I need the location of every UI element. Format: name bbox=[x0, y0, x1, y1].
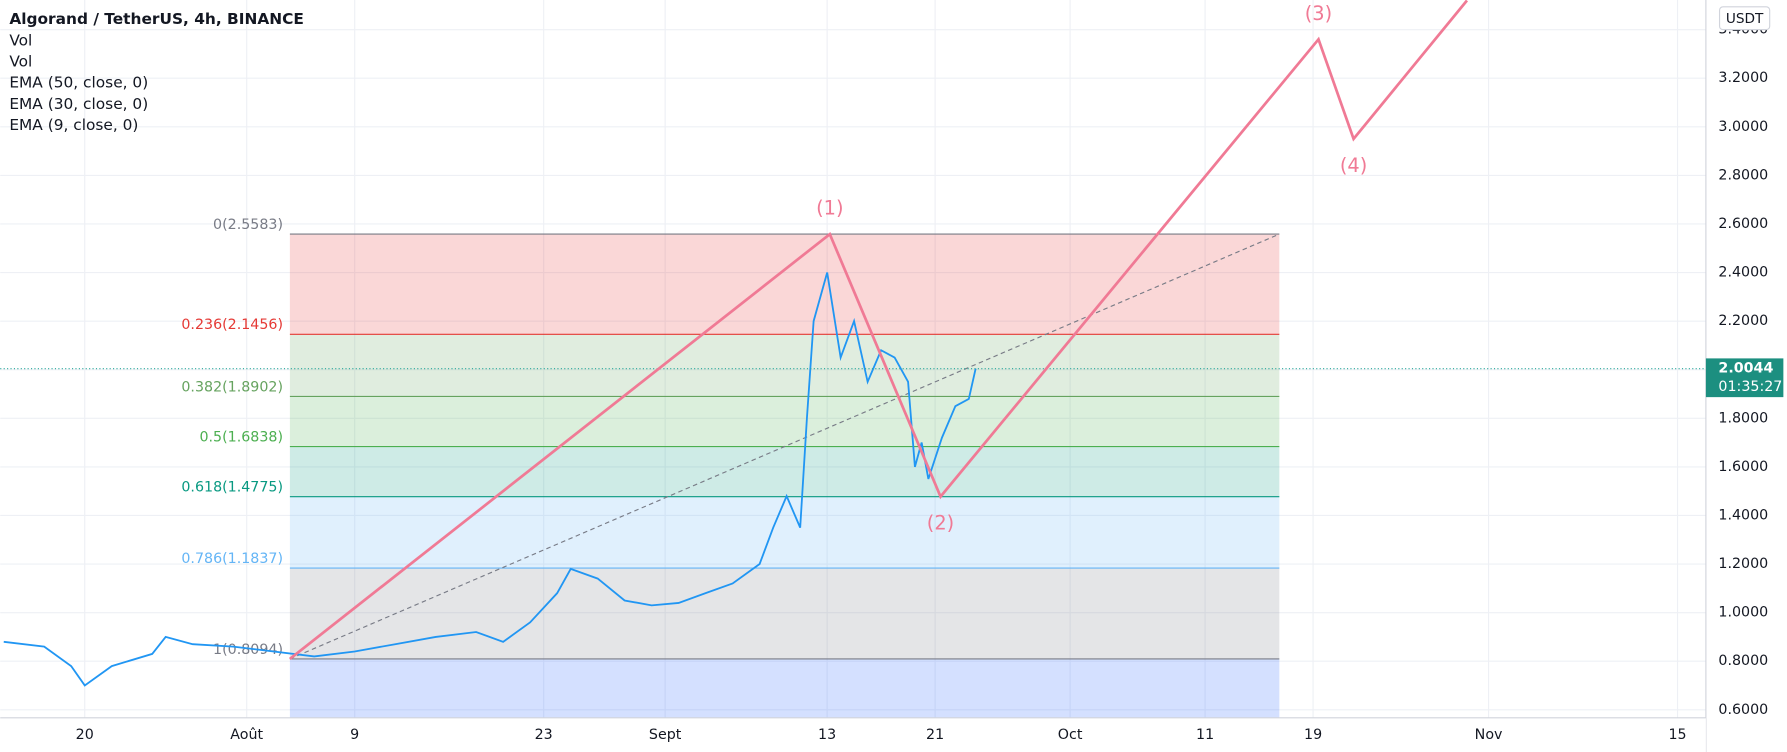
fib-zone bbox=[289, 234, 1280, 335]
legend: Algorand / TetherUS, 4h, BINANCE Vol Vol E… bbox=[9, 10, 304, 134]
fib-label: 0.5(1.6838) bbox=[199, 429, 283, 445]
legend-entry: Vol bbox=[9, 53, 32, 71]
y-tick-label: 1.4000 bbox=[1718, 507, 1768, 523]
legend-entry: EMA (30, close, 0) bbox=[9, 95, 148, 113]
fib-zone bbox=[289, 568, 1280, 659]
wave-label: (1) bbox=[816, 197, 843, 220]
fib-zone bbox=[289, 396, 1280, 447]
x-tick-label: Août bbox=[230, 727, 263, 743]
y-tick-label: 0.6000 bbox=[1718, 702, 1768, 718]
y-tick-label: 1.6000 bbox=[1718, 459, 1768, 475]
y-tick-label: 2.4000 bbox=[1718, 265, 1768, 281]
x-tick-label: 15 bbox=[1668, 727, 1686, 743]
fib-zone bbox=[289, 334, 1280, 397]
fib-label: 0(2.5583) bbox=[213, 217, 283, 233]
currency: USDT bbox=[1726, 11, 1764, 27]
x-tick-label: 23 bbox=[535, 727, 553, 743]
fib-zone bbox=[289, 658, 1280, 718]
fib-zone bbox=[289, 496, 1280, 569]
x-tick-label: Nov bbox=[1475, 727, 1503, 743]
last-price-box bbox=[1705, 358, 1784, 398]
countdown: 01:35:27 bbox=[1718, 379, 1782, 395]
chart-title: Algorand / TetherUS, 4h, BINANCE bbox=[9, 10, 304, 28]
x-tick-label: 20 bbox=[76, 727, 94, 743]
y-tick-label: 1.2000 bbox=[1718, 556, 1768, 572]
legend-entry: EMA (9, close, 0) bbox=[9, 116, 138, 134]
x-tick-label: 21 bbox=[926, 727, 944, 743]
legend-entry: Vol bbox=[9, 32, 32, 50]
last-price: 2.0044 bbox=[1718, 361, 1773, 377]
legend-entry: EMA (50, close, 0) bbox=[9, 74, 148, 92]
y-tick-label: 2.6000 bbox=[1718, 216, 1768, 232]
x-tick-label: Sept bbox=[649, 727, 682, 743]
axes: 0.6000 0.8000 1.0000 1.2000 1.4000 1.6000 1.80… bbox=[76, 22, 1784, 743]
y-tick-label: 1.0000 bbox=[1718, 605, 1768, 621]
plot-area: 0(2.5583) 0.236(2.1456) 0.382(1.8902) 0.5(1… bbox=[0, 0, 1706, 718]
wave-label: (3) bbox=[1305, 2, 1332, 25]
x-tick-label: 13 bbox=[818, 727, 836, 743]
y-tick-label: 2.8000 bbox=[1718, 167, 1768, 183]
fib-zone bbox=[289, 446, 1280, 497]
wave-line bbox=[289, 0, 1469, 660]
y-tick-label: 1.8000 bbox=[1718, 410, 1768, 426]
fib-label: 0.236(2.1456) bbox=[181, 317, 283, 333]
wave-label: (4) bbox=[1340, 154, 1367, 177]
fib-label: 0.786(1.1837) bbox=[181, 551, 283, 567]
x-tick-label: 11 bbox=[1196, 727, 1214, 743]
y-tick-label: 3.2000 bbox=[1718, 70, 1768, 86]
wave-label: (2) bbox=[927, 511, 954, 534]
fib-label: 1(0.8094) bbox=[213, 642, 283, 658]
x-tick-label: Oct bbox=[1058, 727, 1083, 743]
x-tick-label: 19 bbox=[1304, 727, 1322, 743]
time-axis bbox=[0, 717, 1706, 752]
fib-label: 0.618(1.4775) bbox=[181, 480, 283, 496]
fib-label: 0.382(1.8902) bbox=[181, 379, 283, 395]
x-tick-label: 9 bbox=[350, 727, 359, 743]
price-line bbox=[3, 272, 977, 687]
trend-line bbox=[289, 233, 1280, 660]
currency-box[interactable] bbox=[1718, 6, 1771, 31]
y-tick-label: 0.8000 bbox=[1718, 653, 1768, 669]
y-tick-label: 2.2000 bbox=[1718, 313, 1768, 329]
y-tick-label: 3.0000 bbox=[1718, 119, 1768, 135]
